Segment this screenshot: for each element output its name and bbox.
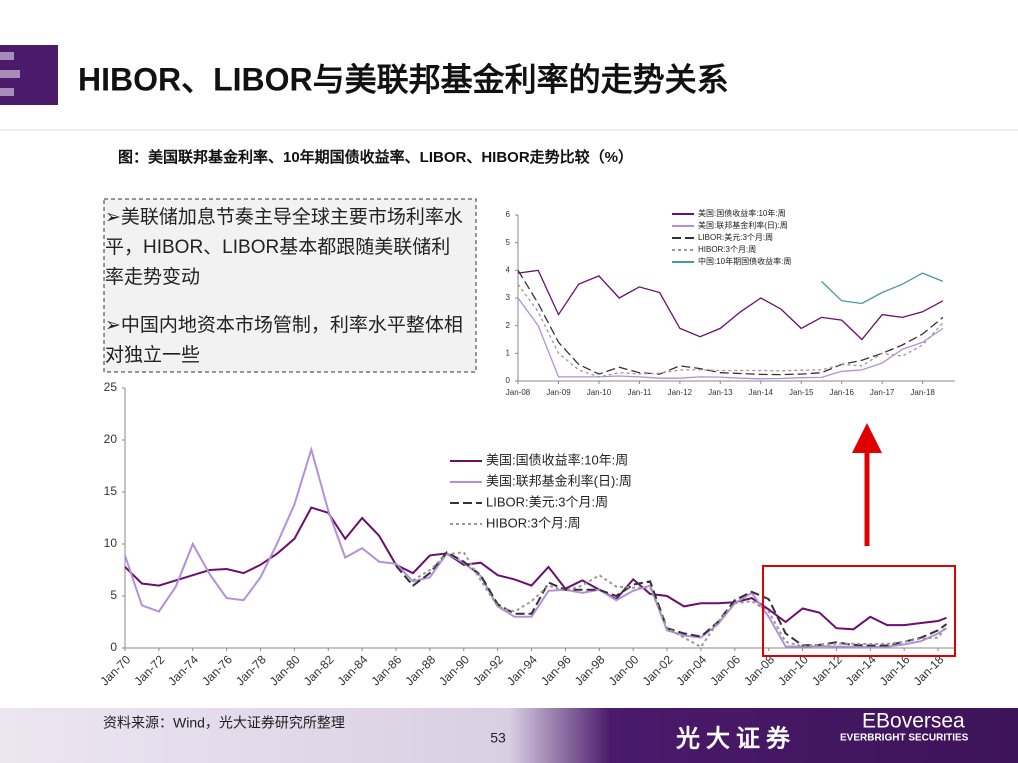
legend-label: 美国:国债收益率:10年:周 [486,452,628,467]
x-tick-label: Jan-90 [436,652,472,688]
x-tick-label: Jan-06 [707,652,743,688]
chart: 0 5 10 15 20 25 Jan-70Jan-72Jan-74Jan-76Jan-78… [98,380,955,688]
source-note: 资料来源：Wind，光大证券研究所整理 [103,715,345,731]
x-tick-label: Jan-12 [809,652,845,688]
x-tick-label: Jan-18 [910,388,935,397]
brand: 光大证券 [675,724,796,752]
x-tick-label: Jan-09 [546,388,571,397]
x-tick-label: Jan-16 [829,388,854,397]
y-tick-label: 6 [506,210,511,219]
x-tick-label: Jan-86 [369,652,405,688]
x-tick-label: Jan-08 [741,652,777,688]
y-tick-label: 5 [506,238,511,247]
series-line [517,283,944,378]
legend-label: 美国:联邦基金利率(日):周 [698,220,788,230]
y-tick-label: 5 [110,588,117,602]
y-tick-label: 10 [104,536,118,550]
x-tick-label: Jan-94 [504,652,540,688]
x-tick-label: Jan-16 [877,652,913,688]
logo-blocks [0,45,58,105]
x-tick-label: Jan-13 [708,388,733,397]
legend-label: LIBOR:美元:3个月:周 [486,494,608,509]
y-tick-label: 0 [506,376,511,385]
x-tick-label: Jan-14 [843,652,879,688]
x-tick-label: Jan-17 [870,388,895,397]
y-tick-label: 4 [506,265,511,274]
x-tick-label: Jan-78 [233,652,269,688]
y-tick-label: 0 [110,640,117,654]
x-tick-label: Jan-96 [538,652,574,688]
x-tick-label: Jan-08 [506,388,531,397]
y-tick-label: 2 [506,321,511,330]
x-tick-label: Jan-74 [165,652,201,688]
series-line [821,272,944,305]
x-tick-label: Jan-80 [267,652,303,688]
chart: 0 1 2 3 4 5 6 Jan-08 Jan-09 Jan-10 Jan-11 Jan-12 Jan… [483,203,965,414]
x-tick-label: Jan-02 [640,652,676,688]
chart-caption: 图：美国联邦基金利率、10年期国债收益率、LIBOR、HIBOR走势比较（%） [118,148,633,166]
y-tick-label: 20 [104,432,118,446]
x-tick-label: Jan-98 [572,652,608,688]
highlight-box [762,565,956,657]
slide-title: HIBOR、LIBOR与美联邦基金利率的走势关系 [78,61,729,97]
legend-label: 美国:联邦基金利率(日):周 [486,473,632,488]
x-tick-label: Jan-18 [911,652,947,688]
x-tick-label: Jan-10 [587,388,612,397]
x-tick-label: Jan-00 [606,652,642,688]
x-tick-label: Jan-15 [789,388,814,397]
series-line [124,445,948,649]
x-tick-label: Jan-11 [627,388,651,397]
page-number: 53 [490,730,506,746]
x-tick-label: Jan-04 [673,652,709,688]
y-tick-label: 3 [506,293,511,302]
series-line [395,551,948,647]
y-tick-label: 15 [104,484,118,498]
bullet: ➢美联储加息节奏主导全球主要市场利率水平，HIBOR、LIBOR基本都跟随美联储… [105,207,463,288]
legend-label: 中国:10年期国债收益率:周 [698,256,791,266]
x-tick-label: Jan-10 [775,652,811,688]
x-tick-label: Jan-76 [199,652,235,688]
x-tick-label: Jan-12 [668,388,693,397]
y-tick-label: 1 [506,348,511,357]
logo-sub: EVERBRIGHT SECURITIES [840,733,969,744]
x-tick-label: Jan-88 [402,652,438,688]
footer-band [0,708,1018,763]
x-tick-label: Jan-92 [470,652,506,688]
legend-label: LIBOR:美元:3个月:周 [698,232,773,242]
text-box [103,198,477,373]
logo-text: EBoversea [862,710,965,733]
series-line [517,269,944,376]
legend-label: HIBOR:3个月:周 [486,515,581,530]
legend-label: HIBOR:3个月:周 [698,245,756,254]
x-tick-label: Jan-72 [131,652,167,688]
x-tick-label: Jan-82 [301,652,337,688]
x-tick-label: Jan-70 [98,652,134,688]
series-line [517,269,944,341]
y-tick-label: 25 [104,380,118,394]
x-tick-label: Jan-84 [335,652,371,688]
series-line [517,297,944,380]
x-tick-label: Jan-14 [749,388,774,397]
series-line [124,506,947,631]
bullet: ➢中国内地资本市场管制，利率水平整体相对独立一些 [105,315,463,366]
legend-label: 美国:国债收益率:10年:周 [698,208,786,218]
series-line [412,551,948,649]
